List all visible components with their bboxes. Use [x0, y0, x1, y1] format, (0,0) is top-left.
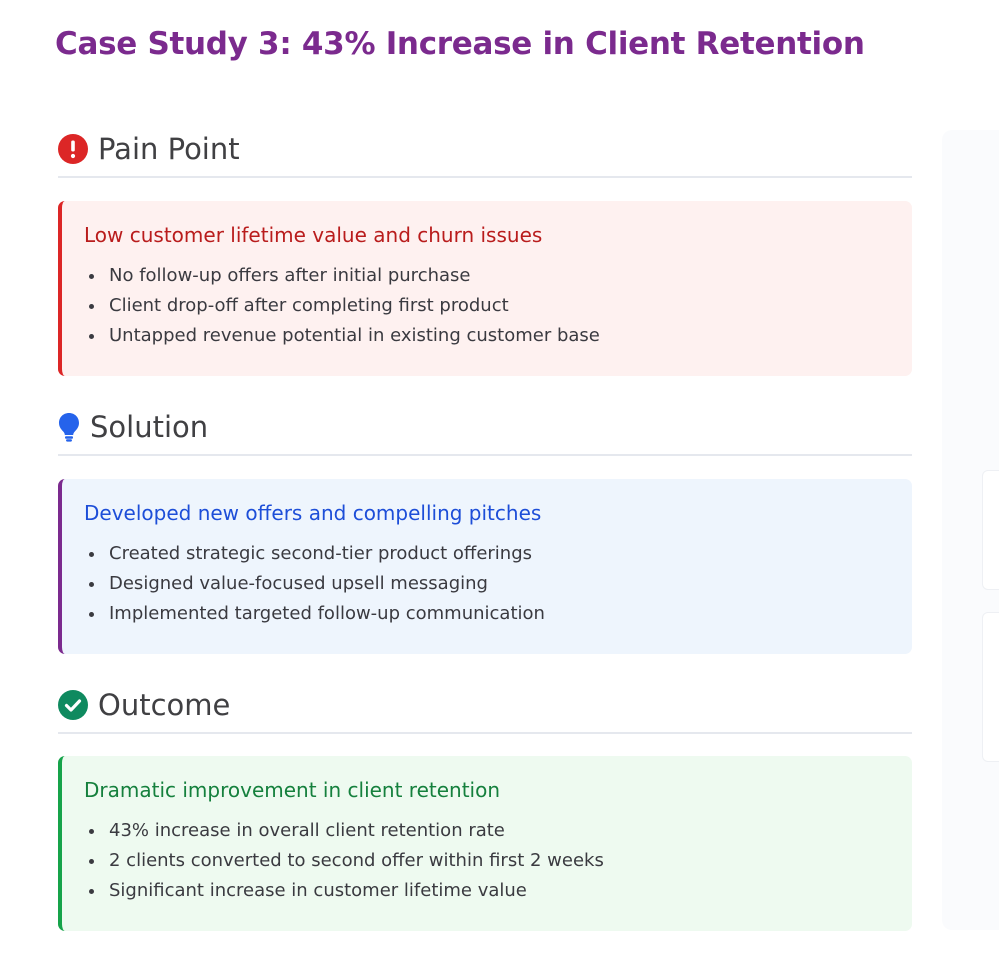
solution-card: Developed new offers and compelling pitc… — [58, 479, 912, 654]
card-title: Developed new offers and compelling pitc… — [84, 501, 542, 525]
lightbulb-icon — [58, 412, 80, 442]
side-card — [982, 470, 999, 590]
check-circle-icon — [58, 690, 88, 720]
list-item: Untapped revenue potential in existing c… — [84, 321, 912, 351]
list-item: Implemented targeted follow-up communica… — [84, 599, 912, 629]
section-title: Outcome — [98, 688, 231, 722]
pain-point-card: Low customer lifetime value and churn is… — [58, 201, 912, 376]
outcome-heading: Outcome — [58, 678, 912, 734]
list-item: 2 clients converted to second offer with… — [84, 846, 912, 876]
side-card — [982, 612, 999, 762]
list-item: 43% increase in overall client retention… — [84, 816, 912, 846]
outcome-card: Dramatic improvement in client retention… — [58, 756, 912, 931]
card-title: Low customer lifetime value and churn is… — [84, 223, 543, 247]
section-title: Solution — [90, 410, 209, 444]
bullet-list: No follow-up offers after initial purcha… — [84, 261, 912, 351]
section-title: Pain Point — [98, 132, 240, 166]
list-item: Client drop-off after completing first p… — [84, 291, 912, 321]
card-title: Dramatic improvement in client retention — [84, 778, 501, 802]
pain-point-heading: Pain Point — [58, 122, 912, 178]
list-item: No follow-up offers after initial purcha… — [84, 261, 912, 291]
solution-heading: Solution — [58, 400, 912, 456]
list-item: Created strategic second-tier product of… — [84, 539, 912, 569]
bullet-list: 43% increase in overall client retention… — [84, 816, 912, 906]
bullet-list: Created strategic second-tier product of… — [84, 539, 912, 629]
page-title: Case Study 3: 43% Increase in Client Ret… — [55, 26, 865, 62]
exclamation-circle-icon — [58, 134, 88, 164]
list-item: Designed value-focused upsell messaging — [84, 569, 912, 599]
list-item: Significant increase in customer lifetim… — [84, 876, 912, 906]
